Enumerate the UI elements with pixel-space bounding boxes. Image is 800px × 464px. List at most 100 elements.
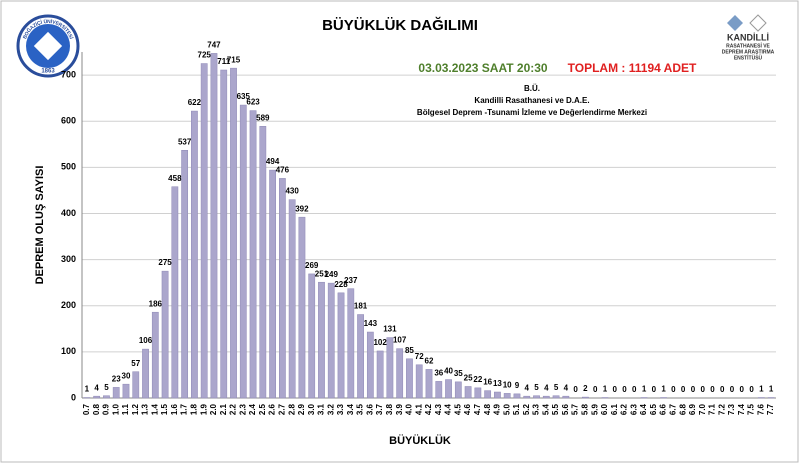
x-tick-label: 1.2 <box>131 403 140 415</box>
value-label: 4 <box>94 383 99 392</box>
x-tick-label: 5.6 <box>561 403 570 415</box>
x-tick-label: 6.5 <box>649 403 658 415</box>
x-tick-label: 7.7 <box>766 403 775 415</box>
bar <box>396 348 404 399</box>
x-tick-label: 2.8 <box>287 403 296 415</box>
value-label: 1 <box>603 385 608 394</box>
value-label: 106 <box>139 336 153 345</box>
x-tick-label: 2.0 <box>209 403 218 415</box>
bar <box>230 67 237 399</box>
x-tick-label: 5.5 <box>551 403 560 415</box>
bar <box>425 369 433 399</box>
x-tick-label: 3.9 <box>395 403 404 415</box>
x-tick-label: 2.1 <box>219 403 228 415</box>
x-tick-label: 5.0 <box>502 403 511 415</box>
x-tick-label: 7.1 <box>708 403 717 415</box>
x-tick-label: 3.2 <box>326 403 335 415</box>
x-tick-label: 6.0 <box>600 403 609 415</box>
x-tick-label: 1.1 <box>121 403 130 415</box>
value-label: 5 <box>554 383 559 392</box>
x-tick-label: 2.4 <box>248 403 257 415</box>
bar <box>464 386 472 399</box>
x-tick-label: 3.4 <box>346 403 355 415</box>
x-tick-label: 3.3 <box>336 403 345 415</box>
value-label: 1 <box>769 385 774 394</box>
value-label: 635 <box>237 92 251 101</box>
y-tick-label: 700 <box>61 69 76 79</box>
x-tick-label: 1.4 <box>150 403 159 415</box>
subtitle: B.Ü. <box>524 84 540 93</box>
x-tick-label: 1.7 <box>180 403 189 415</box>
value-label: 251 <box>315 269 329 278</box>
x-tick-label: 0.7 <box>82 403 91 415</box>
x-tick-label: 2.3 <box>238 403 247 415</box>
y-axis-label: DEPREM OLUŞ SAYISI <box>34 166 46 285</box>
y-tick-label: 600 <box>61 116 76 126</box>
bar <box>474 387 482 399</box>
y-tick-label: 300 <box>61 254 76 264</box>
x-tick-label: 6.8 <box>678 403 687 415</box>
bar <box>191 110 198 399</box>
bar <box>415 364 423 399</box>
bar <box>454 381 462 399</box>
x-tick-label: 2.2 <box>229 403 238 415</box>
value-label: 10 <box>503 380 512 389</box>
x-tick-label: 7.0 <box>698 403 707 415</box>
x-tick-label: 0.9 <box>102 403 111 415</box>
bar <box>347 288 355 399</box>
bar <box>112 387 120 399</box>
bar <box>269 169 276 399</box>
right-logo-line: RASATHANESİ VE <box>726 42 770 49</box>
value-label: 4 <box>525 383 530 392</box>
x-tick-label: 7.6 <box>756 403 765 415</box>
bar <box>435 381 443 399</box>
bar <box>298 216 306 399</box>
value-label: 0 <box>720 385 725 394</box>
x-tick-label: 4.3 <box>434 403 443 415</box>
left-logo-year: 1863 <box>41 69 55 75</box>
value-label: 1 <box>642 385 647 394</box>
x-tick-label: 6.4 <box>639 403 648 415</box>
bar <box>494 391 501 399</box>
value-label: 4 <box>564 383 569 392</box>
bar <box>200 63 208 399</box>
value-label: 0 <box>710 385 715 394</box>
value-label: 62 <box>425 357 434 366</box>
bar <box>582 396 589 399</box>
bar <box>151 311 159 399</box>
value-label: 131 <box>383 325 397 334</box>
value-label: 57 <box>131 359 140 368</box>
value-label: 0 <box>681 385 686 394</box>
value-label: 275 <box>158 258 172 267</box>
x-tick-label: 3.6 <box>365 403 374 415</box>
chart-title: BÜYÜKLÜK DAĞILIMI <box>322 16 478 34</box>
right-logo-mark <box>727 15 743 31</box>
y-tick-label: 500 <box>61 162 76 172</box>
subtitle: Bölgesel Deprem -Tsunami İzleme ve Değer… <box>417 108 647 117</box>
x-tick-label: 5.8 <box>581 403 590 415</box>
left-logo-mark <box>33 31 63 61</box>
bar <box>210 53 218 399</box>
value-label: 715 <box>227 55 241 64</box>
value-label: 23 <box>112 374 121 383</box>
value-label: 0 <box>671 385 676 394</box>
date-text: 03.03.2023 SAAT 20:30 <box>418 61 548 75</box>
value-label: 181 <box>354 302 368 311</box>
x-tick-label: 0.8 <box>92 403 101 415</box>
x-tick-label: 1.5 <box>160 403 169 415</box>
x-tick-label: 6.6 <box>659 403 668 415</box>
bar <box>445 379 452 399</box>
bar <box>327 282 335 399</box>
value-label: 623 <box>246 98 260 107</box>
value-label: 1 <box>661 385 666 394</box>
value-label: 143 <box>364 319 378 328</box>
bar <box>513 393 521 399</box>
y-tick-label: 100 <box>61 346 76 356</box>
value-label: 0 <box>622 385 627 394</box>
value-label: 711 <box>217 57 230 66</box>
bar <box>220 69 228 399</box>
bar <box>308 273 316 399</box>
x-tick-label: 6.9 <box>688 403 697 415</box>
